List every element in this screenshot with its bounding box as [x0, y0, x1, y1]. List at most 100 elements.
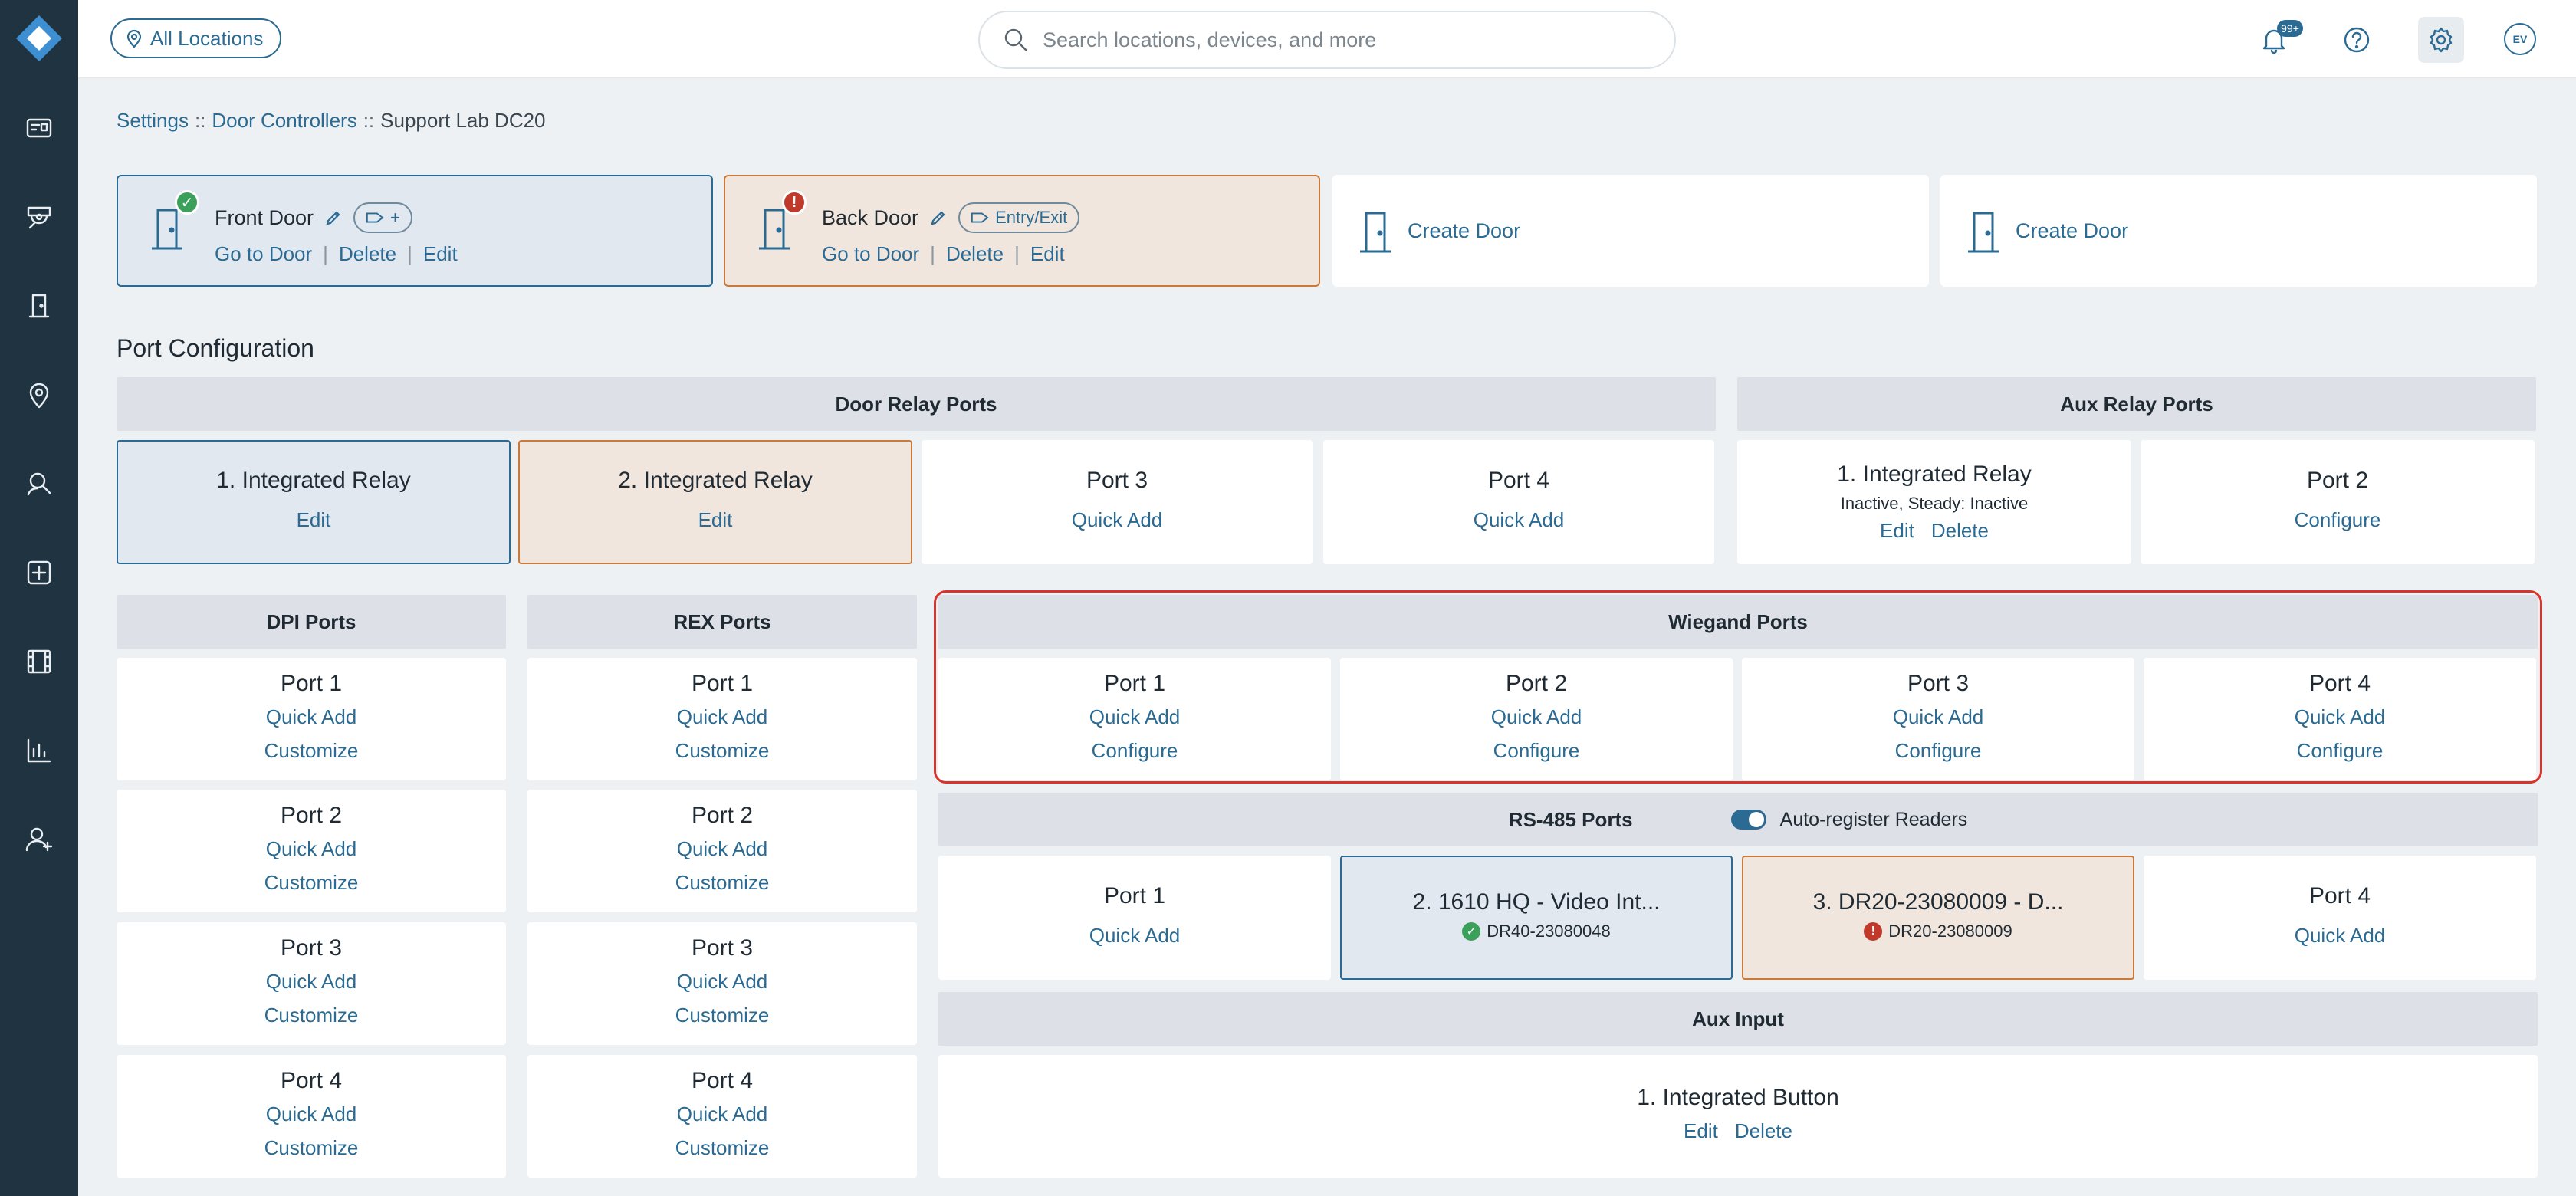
user-avatar[interactable]: EV	[2504, 23, 2536, 55]
investigation-nav-icon[interactable]	[20, 465, 58, 503]
back-edit-link[interactable]: Edit	[1030, 242, 1065, 265]
video-nav-icon[interactable]	[20, 642, 58, 681]
dpi-port-3[interactable]: Port 3 Quick Add Customize	[117, 922, 506, 1045]
rs485-port-3[interactable]: 3. DR20-23080009 - D... ! DR20-23080009	[1742, 856, 2134, 980]
quick-add-link[interactable]: Quick Add	[265, 970, 357, 993]
rex-port-1[interactable]: Port 1 Quick Add Customize	[527, 658, 917, 780]
auto-register-toggle[interactable]	[1730, 810, 1766, 830]
integrations-nav-icon[interactable]	[20, 554, 58, 592]
quick-add-link[interactable]: Quick Add	[265, 1102, 357, 1125]
front-edit-link[interactable]: Edit	[422, 242, 458, 265]
customize-link[interactable]: Customize	[264, 1136, 359, 1159]
create-door-card-2[interactable]: Create Door	[1940, 175, 2537, 287]
all-locations-chip[interactable]: All Locations	[110, 18, 282, 58]
customize-link[interactable]: Customize	[675, 1136, 770, 1159]
wiegand-port-4[interactable]: Port 4 Quick Add Configure	[2144, 658, 2536, 780]
door-icon	[1357, 209, 1394, 255]
edit-pencil-icon[interactable]	[324, 209, 343, 227]
customize-link[interactable]: Customize	[675, 871, 770, 894]
configure-link[interactable]: Configure	[1493, 739, 1580, 762]
quick-add-link[interactable]: Quick Add	[265, 837, 357, 860]
app-logo-icon[interactable]	[16, 15, 62, 61]
rex-port-4[interactable]: Port 4 Quick Add Customize	[527, 1055, 917, 1178]
port-configuration-title: Port Configuration	[117, 334, 314, 362]
location-nav-icon[interactable]	[20, 376, 58, 414]
edit-link[interactable]: Edit	[698, 508, 733, 531]
back-go-to-door-link[interactable]: Go to Door	[822, 242, 920, 265]
breadcrumb-settings[interactable]: Settings	[117, 109, 189, 132]
front-go-to-door-link[interactable]: Go to Door	[215, 242, 313, 265]
add-tag-chip[interactable]: +	[353, 202, 412, 233]
rex-port-3[interactable]: Port 3 Quick Add Customize	[527, 922, 917, 1045]
settings-button[interactable]	[2418, 17, 2464, 63]
door-relay-port-1[interactable]: 1. Integrated Relay Edit	[117, 440, 511, 564]
dpi-port-2[interactable]: Port 2 Quick Add Customize	[117, 790, 506, 912]
camera-nav-icon[interactable]	[20, 198, 58, 236]
configure-link[interactable]: Configure	[1091, 739, 1178, 762]
rs485-port-2[interactable]: 2. 1610 HQ - Video Int... ✓ DR40-2308004…	[1340, 856, 1733, 980]
notifications-button[interactable]: 99+	[2251, 17, 2303, 63]
front-door-card[interactable]: ✓ Front Door + Go to Door | Delete | Edi…	[117, 175, 713, 287]
front-delete-link[interactable]: Delete	[338, 242, 397, 265]
door-relay-port-3[interactable]: Port 3 Quick Add	[922, 440, 1313, 564]
delete-link[interactable]: Delete	[1930, 519, 1989, 542]
quick-add-link[interactable]: Quick Add	[265, 705, 357, 728]
dashboard-nav-icon[interactable]	[20, 109, 58, 147]
global-search[interactable]	[978, 11, 1676, 69]
notifications-badge: 99+	[2277, 20, 2303, 37]
reader-serial: DR40-23080048	[1487, 922, 1611, 941]
customize-link[interactable]: Customize	[264, 739, 359, 762]
aux-relay-port-2[interactable]: Port 2 Configure	[2141, 440, 2535, 564]
edit-link[interactable]: Edit	[1684, 1119, 1718, 1142]
configure-link[interactable]: Configure	[1894, 739, 1982, 762]
create-door-link[interactable]: Create Door	[2016, 219, 2129, 242]
aux-input-port-1[interactable]: 1. Integrated Button Edit Delete	[938, 1055, 2538, 1178]
customize-link[interactable]: Customize	[264, 871, 359, 894]
create-door-card-1[interactable]: Create Door	[1332, 175, 1929, 287]
quick-add-link[interactable]: Quick Add	[2294, 705, 2386, 728]
breadcrumb-door-controllers[interactable]: Door Controllers	[212, 109, 357, 132]
quick-add-link[interactable]: Quick Add	[1473, 508, 1565, 531]
quick-add-link[interactable]: Quick Add	[1892, 705, 1984, 728]
door-nav-icon[interactable]	[20, 287, 58, 325]
door-relay-port-4[interactable]: Port 4 Quick Add	[1323, 440, 1714, 564]
edit-pencil-icon[interactable]	[929, 209, 948, 227]
door-relay-port-2[interactable]: 2. Integrated Relay Edit	[518, 440, 912, 564]
entry-exit-tag[interactable]: Entry/Exit	[958, 202, 1080, 233]
aux-relay-port-1[interactable]: 1. Integrated Relay Inactive, Steady: In…	[1737, 440, 2131, 564]
quick-add-link[interactable]: Quick Add	[676, 837, 768, 860]
help-button[interactable]	[2334, 17, 2380, 63]
dpi-port-1[interactable]: Port 1 Quick Add Customize	[117, 658, 506, 780]
quick-add-link[interactable]: Quick Add	[676, 705, 768, 728]
rs485-header-title: RS-485 Ports	[1508, 807, 1633, 831]
back-delete-link[interactable]: Delete	[945, 242, 1004, 265]
edit-link[interactable]: Edit	[296, 508, 331, 531]
quick-add-link[interactable]: Quick Add	[1071, 508, 1163, 531]
quick-add-link[interactable]: Quick Add	[676, 1102, 768, 1125]
search-input[interactable]	[1043, 28, 1656, 52]
quick-add-link[interactable]: Quick Add	[2294, 924, 2386, 947]
delete-link[interactable]: Delete	[1734, 1119, 1792, 1142]
quick-add-link[interactable]: Quick Add	[1490, 705, 1582, 728]
dpi-port-4[interactable]: Port 4 Quick Add Customize	[117, 1055, 506, 1178]
customize-link[interactable]: Customize	[264, 1004, 359, 1027]
back-door-card[interactable]: ! Back Door Entry/Exit Go to Door | Dele…	[724, 175, 1320, 287]
add-user-nav-icon[interactable]	[20, 820, 58, 859]
wiegand-port-3[interactable]: Port 3 Quick Add Configure	[1742, 658, 2134, 780]
configure-link[interactable]: Configure	[2296, 739, 2384, 762]
customize-link[interactable]: Customize	[675, 1004, 770, 1027]
quick-add-link[interactable]: Quick Add	[1089, 924, 1181, 947]
create-door-link[interactable]: Create Door	[1408, 219, 1521, 242]
rs485-port-4[interactable]: Port 4 Quick Add	[2144, 856, 2536, 980]
configure-link[interactable]: Configure	[2294, 508, 2381, 531]
analytics-nav-icon[interactable]	[20, 731, 58, 770]
quick-add-link[interactable]: Quick Add	[676, 970, 768, 993]
rex-port-2[interactable]: Port 2 Quick Add Customize	[527, 790, 917, 912]
quick-add-link[interactable]: Quick Add	[1089, 705, 1181, 728]
wiegand-port-1[interactable]: Port 1 Quick Add Configure	[938, 658, 1331, 780]
wiegand-header: Wiegand Ports	[938, 595, 2538, 649]
wiegand-port-2[interactable]: Port 2 Quick Add Configure	[1340, 658, 1733, 780]
rs485-port-1[interactable]: Port 1 Quick Add	[938, 856, 1331, 980]
customize-link[interactable]: Customize	[675, 739, 770, 762]
edit-link[interactable]: Edit	[1880, 519, 1914, 542]
